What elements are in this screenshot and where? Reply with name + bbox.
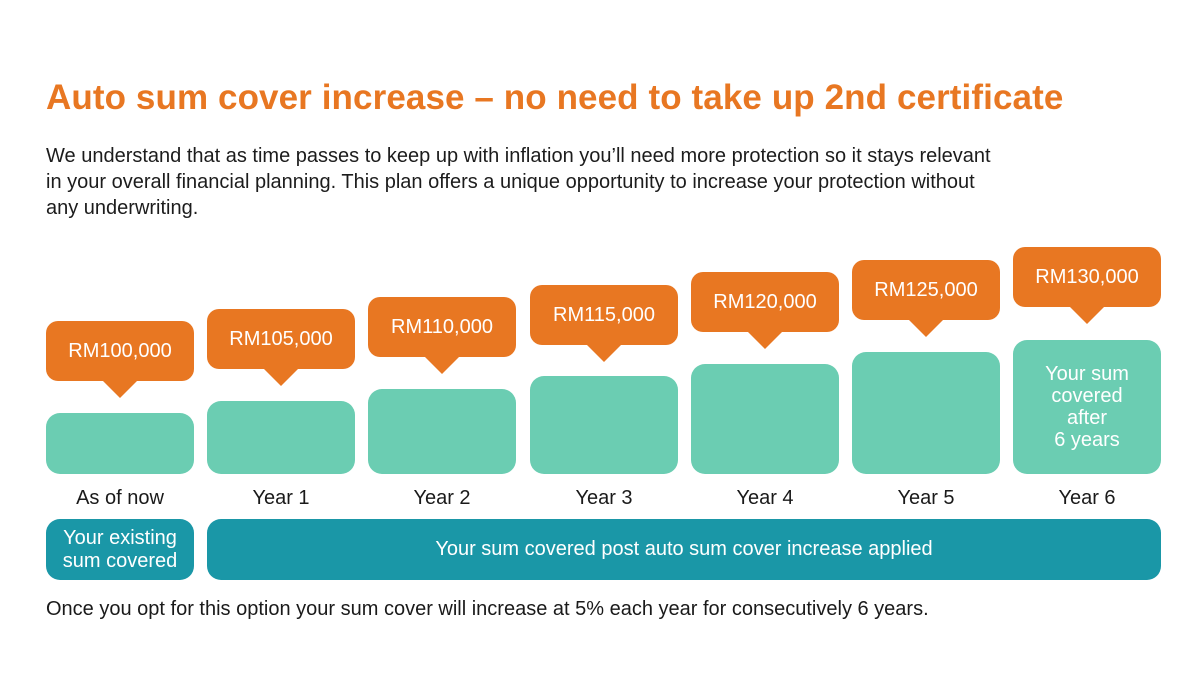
- page-title: Auto sum cover increase – no need to tak…: [46, 78, 1064, 117]
- amount-bubble: RM100,000: [46, 321, 194, 398]
- sum-bar: [46, 413, 194, 474]
- legend-line: Your existing: [63, 526, 177, 549]
- sum-bar: [368, 389, 516, 474]
- column-year-4: RM120,000 Year 4: [691, 0, 839, 675]
- column-year-6: RM130,000 Your sum covered after 6 years…: [1013, 0, 1161, 675]
- amount-bubble: RM110,000: [368, 297, 516, 374]
- column-year-3: RM115,000 Year 3: [530, 0, 678, 675]
- period-label: Year 3: [575, 487, 633, 509]
- amount-bubble: RM125,000: [852, 260, 1000, 337]
- note-line: 6 years: [1054, 429, 1120, 451]
- period-label: Year 6: [1058, 487, 1116, 509]
- amount-label: RM110,000: [391, 315, 493, 338]
- amount-label: RM100,000: [68, 339, 172, 362]
- period-label: Year 1: [252, 487, 310, 509]
- column-year-1: RM105,000 Year 1: [207, 0, 355, 675]
- note-line: Your sum: [1045, 363, 1129, 385]
- column-as-of-now: RM100,000 As of now: [46, 0, 194, 675]
- period-label: Year 5: [897, 487, 955, 509]
- footer-note: Once you opt for this option your sum co…: [46, 598, 929, 620]
- period-label: As of now: [76, 487, 164, 509]
- period-label: Year 2: [413, 487, 471, 509]
- note-line: covered: [1051, 385, 1123, 407]
- amount-label: RM125,000: [874, 278, 978, 301]
- intro-line: in your overall financial planning. This…: [46, 171, 975, 193]
- sum-bar: [530, 376, 678, 474]
- column-year-2: RM110,000 Year 2: [368, 0, 516, 675]
- sum-bar: [852, 352, 1000, 474]
- legend-post-increase: Your sum covered post auto sum cover inc…: [207, 519, 1161, 580]
- intro-line: We understand that as time passes to kee…: [46, 145, 991, 167]
- amount-bubble: RM120,000: [691, 272, 839, 349]
- amount-label: RM130,000: [1035, 265, 1139, 288]
- sum-bar-final: Your sum covered after 6 years: [1013, 340, 1161, 474]
- final-sum-note: Your sum covered after 6 years: [1045, 363, 1129, 451]
- legend-line: sum covered: [62, 549, 178, 572]
- amount-bubble: RM115,000: [530, 285, 678, 362]
- legend-existing-sum: Your existing sum covered: [46, 519, 194, 580]
- intro-line: any underwriting.: [46, 197, 199, 219]
- amount-bubble: RM130,000: [1013, 247, 1161, 324]
- sum-bar: [691, 364, 839, 474]
- note-line: after: [1066, 407, 1108, 429]
- period-label: Year 4: [736, 487, 794, 509]
- amount-label: RM105,000: [229, 327, 333, 350]
- amount-label: RM120,000: [713, 290, 817, 313]
- sum-bar: [207, 401, 355, 474]
- legend-label: Your sum covered post auto sum cover inc…: [435, 538, 933, 560]
- intro-paragraph: We understand that as time passes to kee…: [46, 143, 1126, 221]
- amount-label: RM115,000: [553, 303, 655, 326]
- column-year-5: RM125,000 Year 5: [852, 0, 1000, 675]
- amount-bubble: RM105,000: [207, 309, 355, 386]
